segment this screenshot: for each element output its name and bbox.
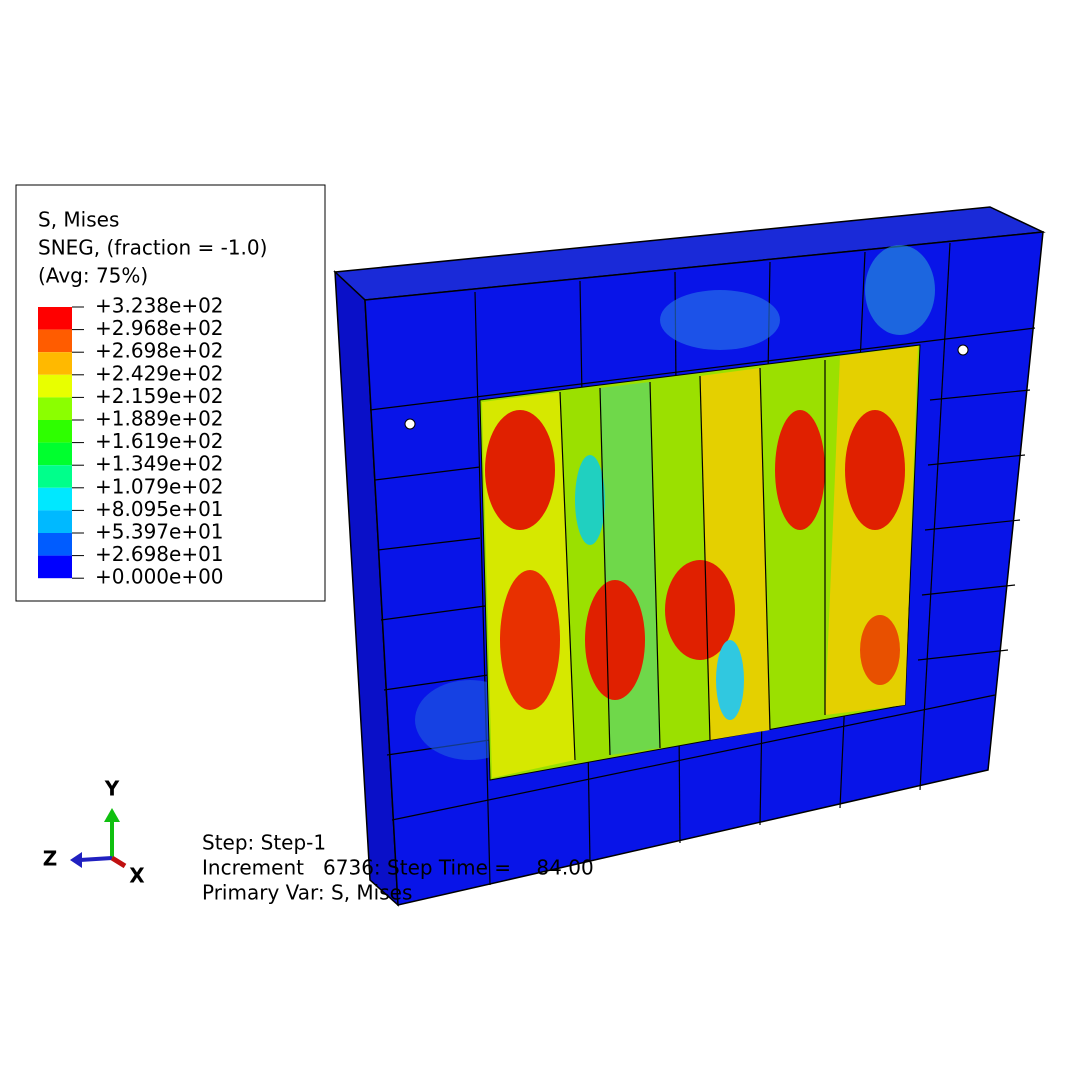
model: [333, 206, 1046, 907]
legend-swatch: [38, 442, 72, 466]
legend-title: S, Mises: [38, 208, 119, 232]
status-line: Increment 6736: Step Time = 84.00: [202, 856, 594, 880]
legend-label: +1.349e+02: [95, 452, 224, 476]
legend-label: +2.159e+02: [95, 384, 224, 408]
legend-label: +1.619e+02: [95, 429, 224, 453]
legend-swatch: [38, 420, 72, 443]
legend-label: +2.698e+02: [95, 339, 224, 363]
legend-swatch: [38, 465, 72, 488]
legend-label: +2.968e+02: [95, 316, 224, 340]
legend-swatch: [38, 510, 72, 533]
status-line: Primary Var: S, Mises: [202, 881, 412, 905]
legend-swatch: [38, 397, 72, 420]
legend-title: (Avg: 75%): [38, 264, 148, 288]
axis-label: Y: [104, 777, 120, 801]
legend-label: +5.397e+01: [95, 520, 224, 544]
legend-swatch: [38, 329, 72, 353]
legend-title: SNEG, (fraction = -1.0): [38, 236, 267, 260]
status-line: Step: Step-1: [202, 831, 326, 855]
axis-label: X: [129, 864, 145, 888]
legend-swatch: [38, 487, 72, 511]
axis-label: Z: [43, 847, 58, 871]
legend: S, Mises SNEG, (fraction = -1.0) (Avg: 75%…: [38, 208, 267, 589]
legend-swatch: [38, 374, 72, 398]
legend-swatch: [38, 307, 72, 330]
legend-label: +8.095e+01: [95, 497, 224, 521]
triad: Y Z X: [43, 777, 146, 888]
legend-label: +2.429e+02: [95, 361, 224, 385]
legend-label: +1.889e+02: [95, 407, 224, 431]
legend-swatch: [38, 533, 72, 556]
legend-label: +0.000e+00: [95, 565, 224, 589]
legend-label: +1.079e+02: [95, 474, 224, 498]
legend-label: +3.238e+02: [95, 294, 224, 318]
legend-label: +2.698e+01: [95, 542, 224, 566]
legend-swatch: [38, 352, 72, 375]
legend-swatch: [38, 555, 72, 579]
